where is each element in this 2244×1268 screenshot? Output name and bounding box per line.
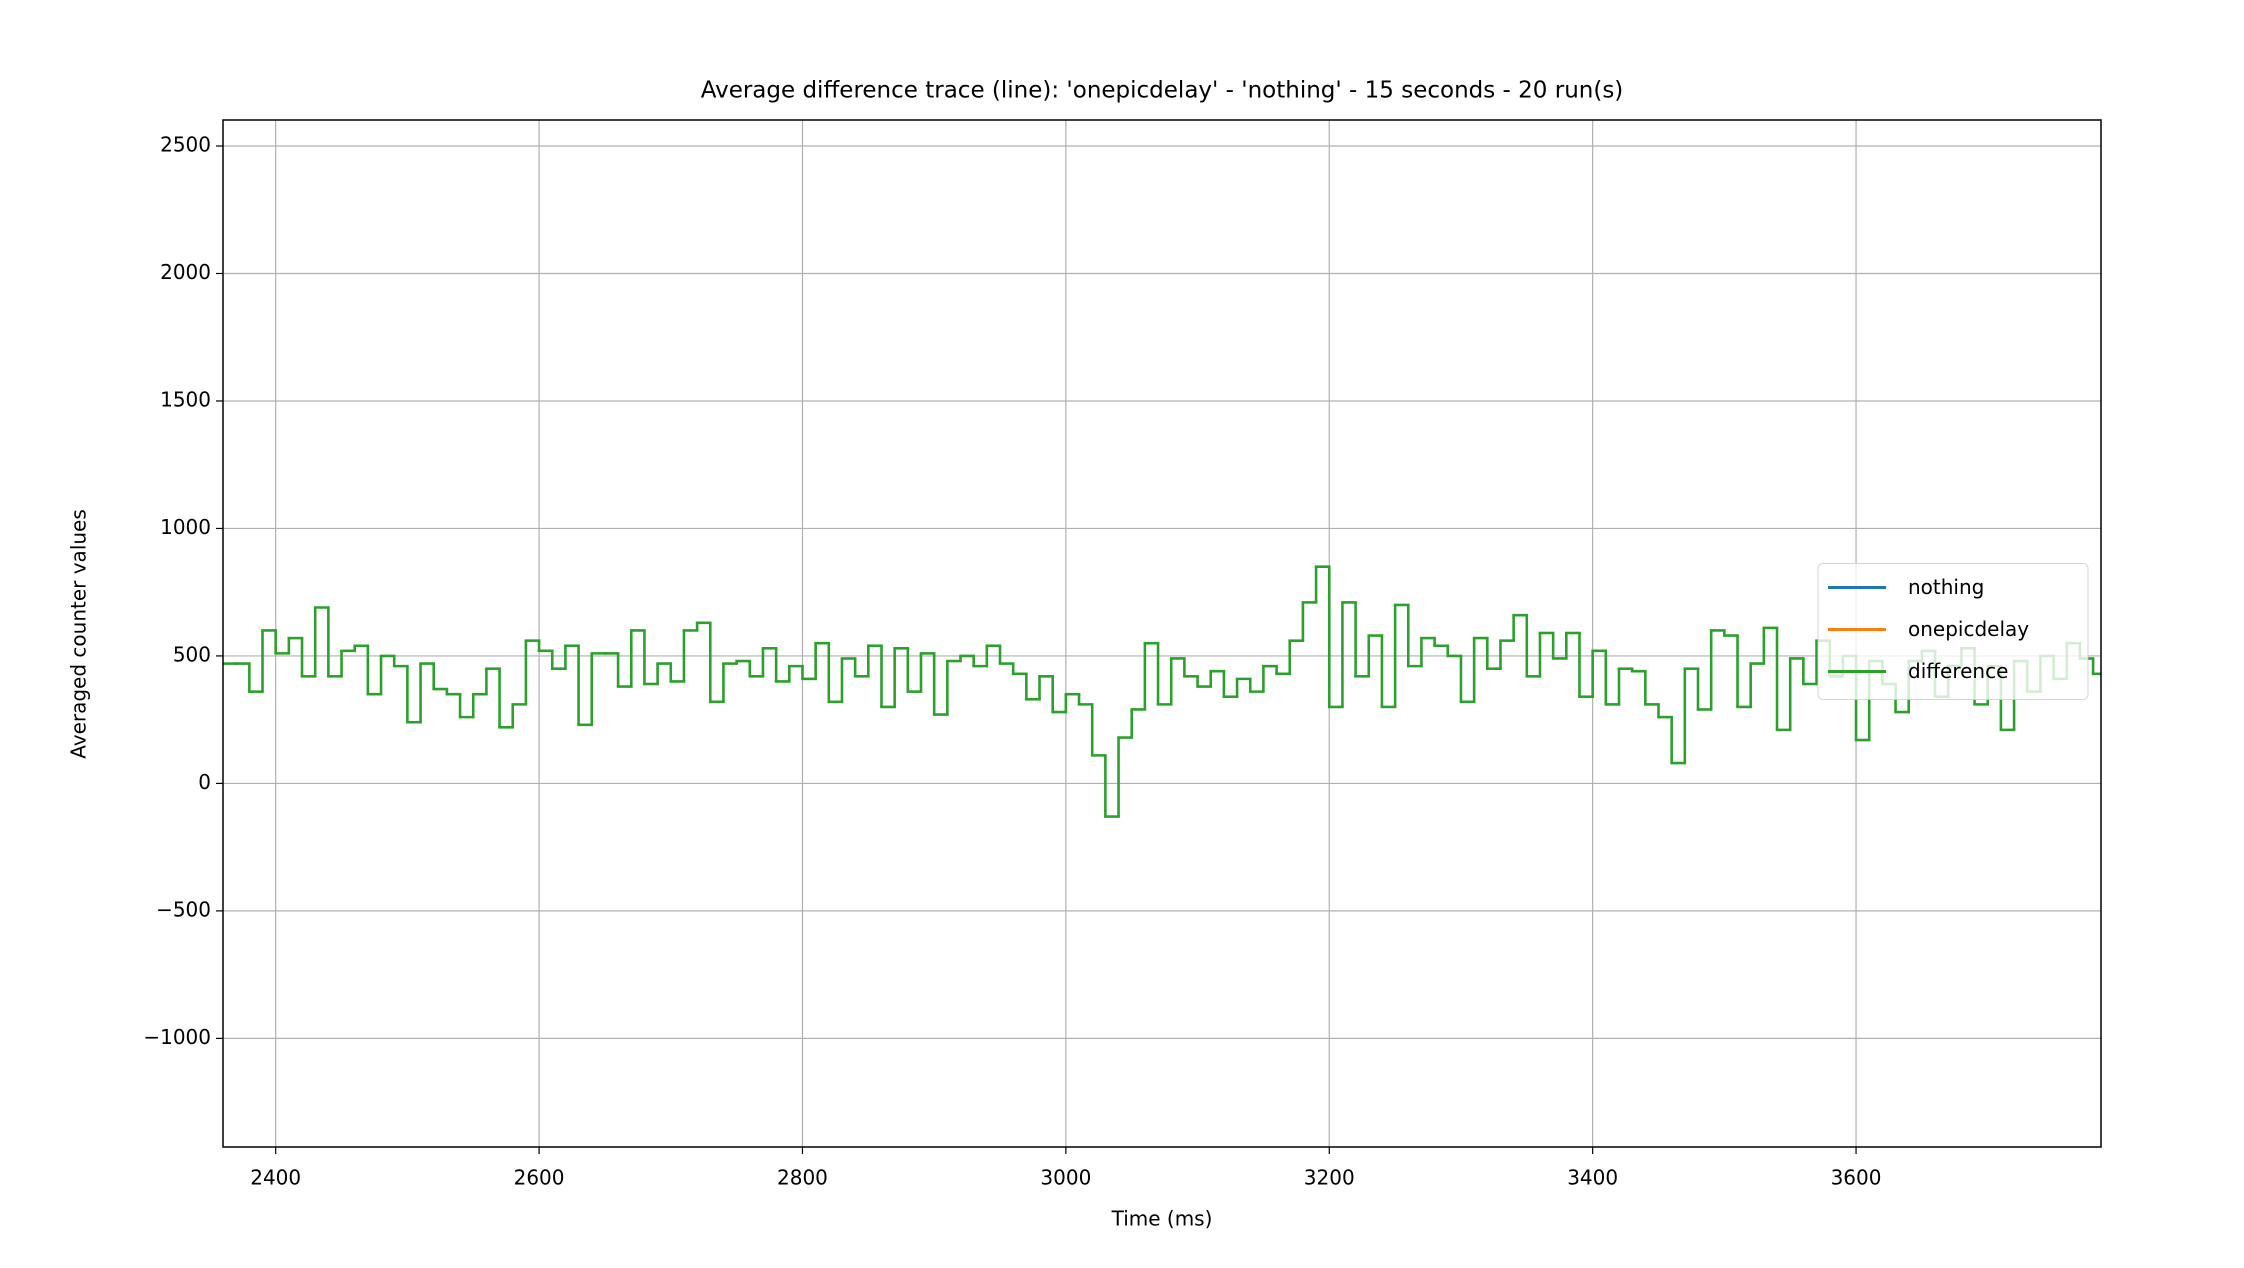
x-axis-label: Time (ms)	[1111, 1207, 1213, 1231]
x-tick-label: 2400	[250, 1166, 301, 1190]
chart-title: Average difference trace (line): 'onepic…	[701, 78, 1624, 104]
x-tick-label: 3000	[1040, 1166, 1091, 1190]
x-tick-label: 3600	[1831, 1166, 1882, 1190]
x-tick-label: 3200	[1304, 1166, 1355, 1190]
y-tick-label: −500	[156, 897, 211, 921]
y-tick-label: 1000	[160, 515, 211, 539]
legend-box	[1817, 563, 2089, 700]
plot-frame	[222, 119, 2102, 1148]
y-tick-label: 1500	[160, 387, 211, 411]
y-tick-label: 0	[198, 770, 211, 794]
y-tick-label: −1000	[143, 1025, 211, 1049]
x-tick-label: 2800	[777, 1166, 828, 1190]
y-tick-label: 2000	[160, 260, 211, 284]
legend-label: difference	[1908, 659, 2008, 683]
legend-label: nothing	[1908, 575, 1984, 599]
x-tick-label: 3400	[1567, 1166, 1618, 1190]
grid	[223, 120, 2101, 1147]
y-tick-label: 2500	[160, 133, 211, 157]
legend: nothing onepicdelay difference	[1817, 563, 2089, 700]
x-tick-label: 2600	[514, 1166, 565, 1190]
y-tick-label: 500	[173, 642, 211, 666]
y-axis-label: Averaged counter values	[67, 509, 91, 759]
legend-label: onepicdelay	[1908, 617, 2029, 641]
